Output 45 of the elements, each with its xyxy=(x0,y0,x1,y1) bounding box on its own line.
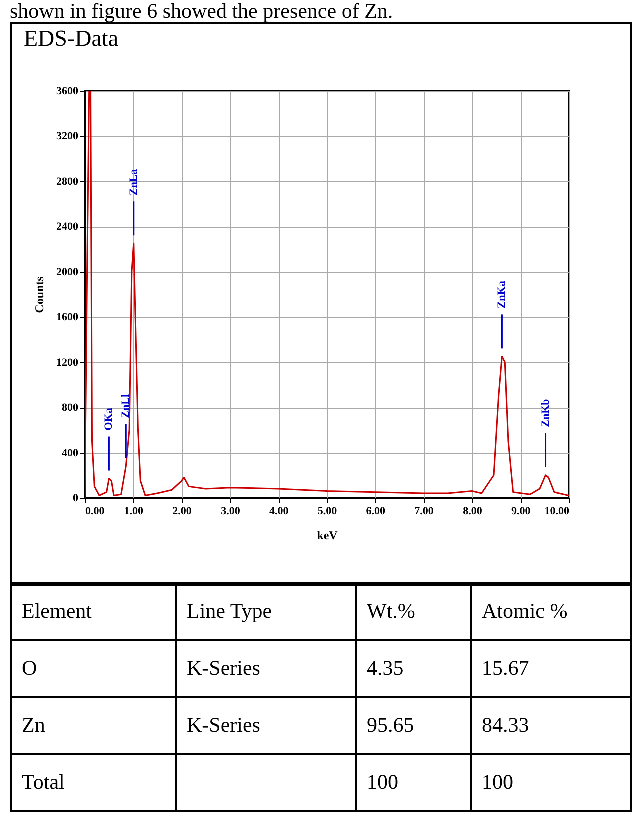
text: Zn xyxy=(22,713,46,737)
x-tick-label: 9.00 xyxy=(511,506,532,518)
x-tick-label: 2.00 xyxy=(172,506,192,518)
text: O xyxy=(22,656,38,680)
text: 100 xyxy=(482,770,514,794)
x-tick-label: 10.00 xyxy=(544,506,570,518)
x-tick-label: 0.00 xyxy=(86,506,106,518)
category-label: Line Type xyxy=(176,583,356,640)
x-tick-label: 8.00 xyxy=(463,506,483,518)
x-tick-label: 1.00 xyxy=(124,506,144,518)
x-tick-label: 6.00 xyxy=(366,506,386,518)
x-tick-label: 3.00 xyxy=(221,506,241,518)
chart-title: EDS-Data xyxy=(24,26,119,52)
y-tick-label: 1600 xyxy=(56,312,79,324)
y-tick-label: 2800 xyxy=(56,176,79,188)
text: 84.33 xyxy=(482,713,530,737)
y-tick-label: 2000 xyxy=(56,266,79,278)
category-label: Element xyxy=(11,583,176,640)
y-tick-label: 800 xyxy=(62,402,79,414)
x-axis-title: keV xyxy=(317,528,338,542)
y-tick-label: 2400 xyxy=(56,221,79,234)
y-tick-label: 3600 xyxy=(56,86,79,98)
annotation: ZnKb xyxy=(540,399,552,428)
text: shown in figure 6 showed the presence of Zn. xyxy=(10,0,394,23)
category-label: Atomic % xyxy=(471,583,631,640)
annotation: OKa xyxy=(103,408,116,431)
x-tick-label: 7.00 xyxy=(414,506,434,518)
y-tick-label: 1200 xyxy=(56,356,79,369)
annotation: ZnKa xyxy=(496,280,508,309)
text: 15.67 xyxy=(482,656,530,680)
y-tick-label: 0 xyxy=(73,492,79,504)
annotation: ZnLl xyxy=(120,394,132,418)
text: 4.35 xyxy=(367,656,404,680)
text: K-Series xyxy=(187,656,260,680)
category-label: Wt.% xyxy=(356,583,471,640)
annotation: ZnLa xyxy=(128,168,140,196)
text: K-Series xyxy=(187,713,260,737)
text: Total xyxy=(22,770,65,794)
y-axis-title: Counts xyxy=(32,276,46,314)
x-tick-label: 4.00 xyxy=(269,506,290,518)
y-tick-label: 3200 xyxy=(56,130,79,143)
y-tick-label: 400 xyxy=(62,447,79,460)
text: 100 xyxy=(367,770,398,794)
x-tick-label: 5.00 xyxy=(318,506,338,518)
text: 95.65 xyxy=(367,713,414,737)
